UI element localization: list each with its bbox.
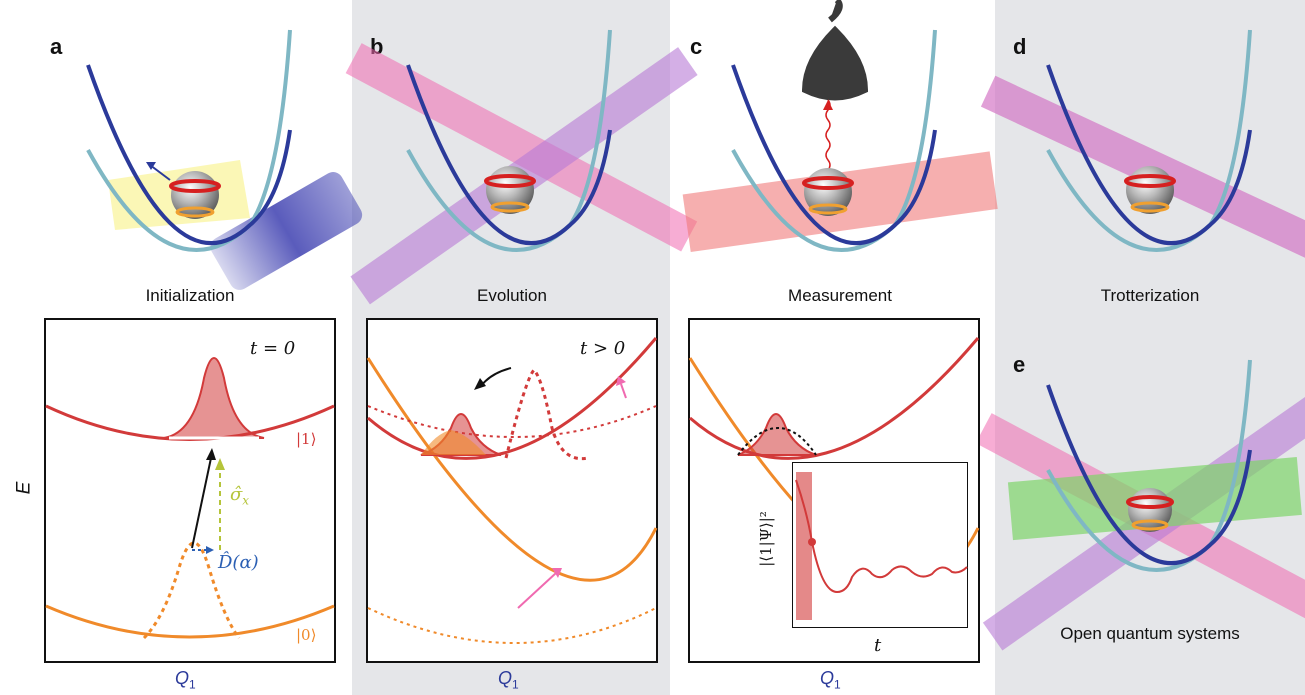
trap-illustration-a	[86, 29, 363, 290]
x-axis-label-c: Q1	[820, 668, 841, 692]
displacement-label: D̂(α)	[218, 552, 259, 573]
inset-population-curve	[795, 472, 968, 620]
x-axis-label-b: Q1	[498, 668, 519, 692]
time-label-b: t > 0	[580, 338, 626, 359]
panel-letter-d: d	[1013, 34, 1027, 59]
caption-open-quantum-systems: Open quantum systems	[1060, 624, 1240, 643]
ground-state-curve	[45, 604, 335, 639]
ground-wavepacket	[142, 541, 241, 640]
orange-solid-curve	[366, 357, 658, 582]
plot-a-frame	[44, 318, 336, 663]
red-solid-curve	[367, 337, 658, 460]
panel-letter-c: c	[690, 34, 703, 59]
photon-wave	[825, 99, 831, 171]
x-axis-label-a: Q1	[175, 668, 196, 692]
orange-wavepacket	[421, 430, 486, 455]
time-label-a: t = 0	[250, 338, 296, 359]
plot-a-curves	[45, 357, 335, 640]
excitation-arrow	[191, 457, 212, 549]
panel-letter-e: e	[1013, 352, 1026, 377]
inset-frame	[792, 462, 968, 628]
pink-arrow-bottom	[517, 572, 557, 609]
excited-wavepacket	[163, 357, 265, 439]
sigma-x-label: σ̂x	[230, 484, 250, 508]
blue-parabola	[86, 64, 292, 246]
ket-1-label: |1⟩	[296, 430, 317, 448]
caption-measurement: Measurement	[788, 286, 892, 305]
trap-illustration-d	[980, 29, 1305, 268]
orange-dotted-curve	[367, 607, 657, 644]
caption-evolution: Evolution	[477, 286, 547, 305]
inset-x-label: t	[874, 635, 882, 656]
detector-icon	[801, 0, 869, 101]
inset-y-label: |⟨1|Ψ⟩|²	[756, 511, 775, 567]
pink-beam	[345, 43, 698, 252]
ket-0-label: |0⟩	[296, 626, 317, 644]
plot-b-frame	[366, 318, 658, 663]
trap-illustration-b	[345, 29, 698, 305]
trap-illustration-c	[682, 0, 998, 252]
blue-arrow	[149, 164, 171, 181]
panel-letter-a: a	[50, 34, 63, 59]
caption-trotterization: Trotterization	[1100, 286, 1200, 305]
plot-b-curves	[366, 337, 658, 644]
red-dotted-wavepacket	[504, 367, 589, 461]
caption-initialization: Initialization	[145, 286, 235, 305]
pink-arrow-top	[620, 383, 627, 399]
inset-highlight	[796, 472, 812, 620]
blue-beam	[210, 172, 363, 290]
motion-arrow	[480, 367, 512, 387]
energy-axis-label: E	[13, 481, 35, 495]
trap-illustration-e	[975, 359, 1305, 651]
